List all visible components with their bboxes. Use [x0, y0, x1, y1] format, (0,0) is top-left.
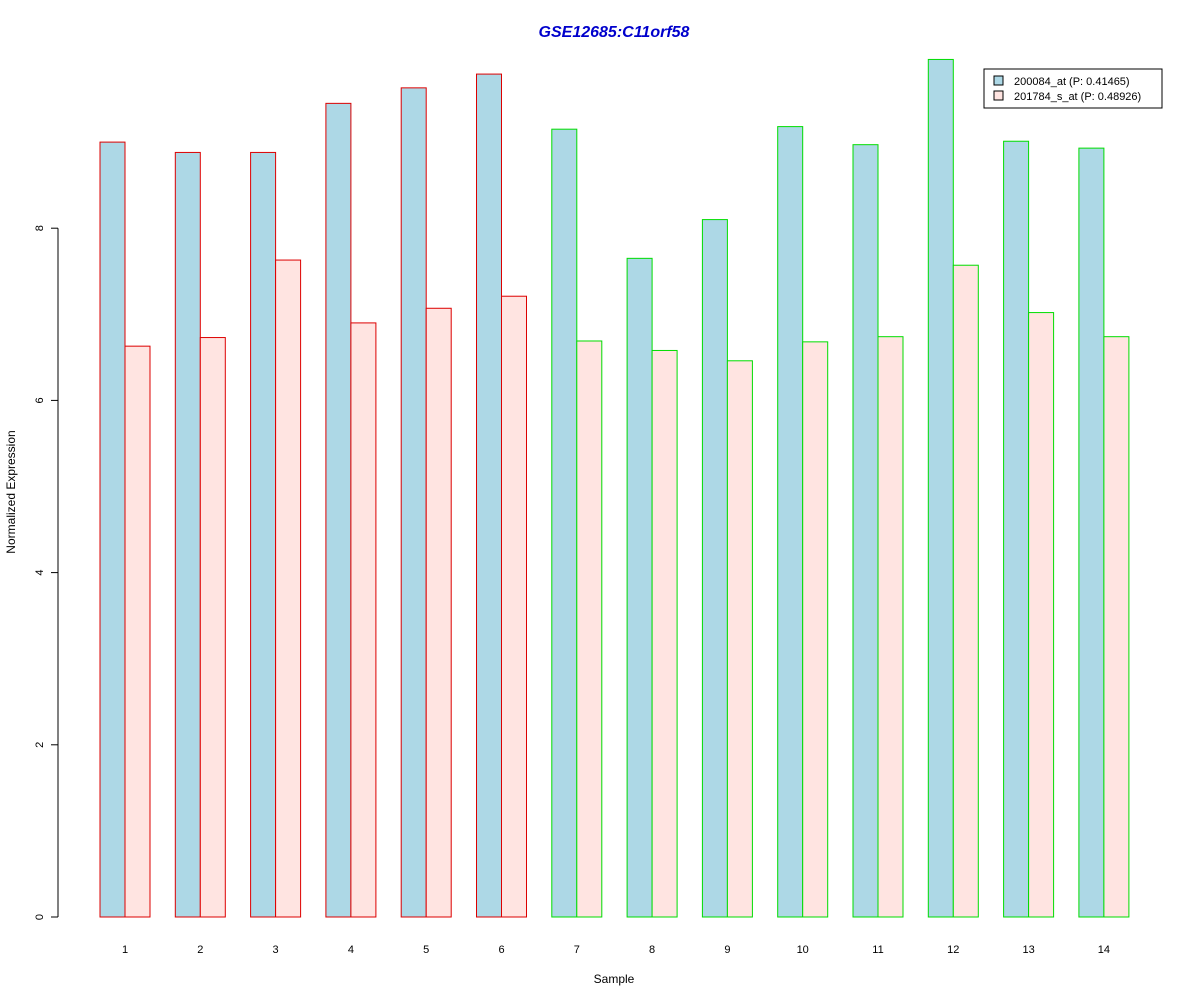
bar-series2-sample-5 [425, 307, 452, 918]
legend-entry-label: 201784_s_at (P: 0.48926) [1014, 91, 1141, 103]
x-tick-label: 3 [273, 944, 279, 956]
bar-series1-sample-13 [1003, 140, 1030, 918]
y-axis-label: Normalized Expression [4, 430, 18, 553]
bar-series2-sample-2 [199, 337, 226, 918]
bar-series1-sample-11 [852, 144, 879, 918]
x-tick-label: 2 [197, 944, 203, 956]
x-tick-label: 9 [724, 944, 730, 956]
y-axis: 0 2 4 6 8 [34, 225, 59, 920]
bars-group [99, 58, 1130, 918]
bar-series1-sample-5 [400, 87, 427, 918]
bar-series1-sample-2 [174, 151, 201, 918]
y-tick-label: 8 [34, 225, 46, 231]
bar-series1-sample-4 [325, 102, 352, 918]
bar-series2-sample-9 [726, 360, 753, 918]
x-tick-label: 7 [574, 944, 580, 956]
x-tick-label: 14 [1098, 944, 1110, 956]
bar-series1-sample-6 [476, 73, 502, 918]
bar-series2-sample-11 [877, 336, 904, 918]
y-tick-label: 2 [34, 742, 46, 748]
legend-entry-label: 200084_at (P: 0.41465) [1014, 76, 1130, 88]
bar-series1-sample-10 [777, 126, 804, 918]
bar-series1-sample-14 [1078, 147, 1105, 918]
bar-series2-sample-3 [275, 259, 302, 918]
bar-series2-sample-6 [501, 295, 527, 918]
bar-series2-sample-12 [952, 264, 979, 918]
bar-series2-sample-1 [124, 345, 151, 918]
bar-series2-sample-13 [1028, 312, 1055, 918]
bar-series1-sample-7 [551, 128, 578, 918]
legend-swatch [993, 75, 1004, 86]
x-tick-label: 12 [947, 944, 959, 956]
x-tick-label: 8 [649, 944, 655, 956]
legend-box [983, 68, 1163, 109]
y-tick-label: 4 [34, 570, 46, 576]
x-tick-label: 4 [348, 944, 354, 956]
bar-series2-sample-8 [651, 349, 678, 918]
bar-series1-sample-9 [701, 219, 728, 918]
bar-series2-sample-7 [576, 340, 603, 918]
x-tick-label: 5 [423, 944, 429, 956]
chart-title: GSE12685:C11orf58 [539, 24, 690, 41]
x-tick-label: 11 [872, 944, 883, 956]
x-axis: 1 2 3 4 5 6 7 8 9 10 11 12 13 14 [122, 944, 1110, 956]
bar-series2-sample-4 [350, 322, 377, 918]
x-tick-label: 1 [122, 944, 128, 956]
x-tick-label: 13 [1022, 944, 1034, 956]
bar-series1-sample-1 [99, 141, 126, 918]
x-tick-label: 10 [797, 944, 809, 956]
bar-series2-sample-10 [802, 341, 829, 918]
y-tick-label: 6 [34, 397, 46, 403]
bar-series1-sample-8 [626, 257, 653, 918]
bar-series1-sample-3 [250, 151, 277, 918]
legend-swatch [993, 90, 1004, 101]
bar-series2-sample-14 [1103, 336, 1130, 918]
x-tick-label: 6 [498, 944, 504, 956]
legend: 200084_at (P: 0.41465) 201784_s_at (P: 0.… [983, 68, 1163, 109]
bar-series1-sample-12 [927, 58, 954, 918]
y-tick-label: 0 [34, 914, 46, 920]
x-axis-label: Sample [594, 972, 635, 986]
